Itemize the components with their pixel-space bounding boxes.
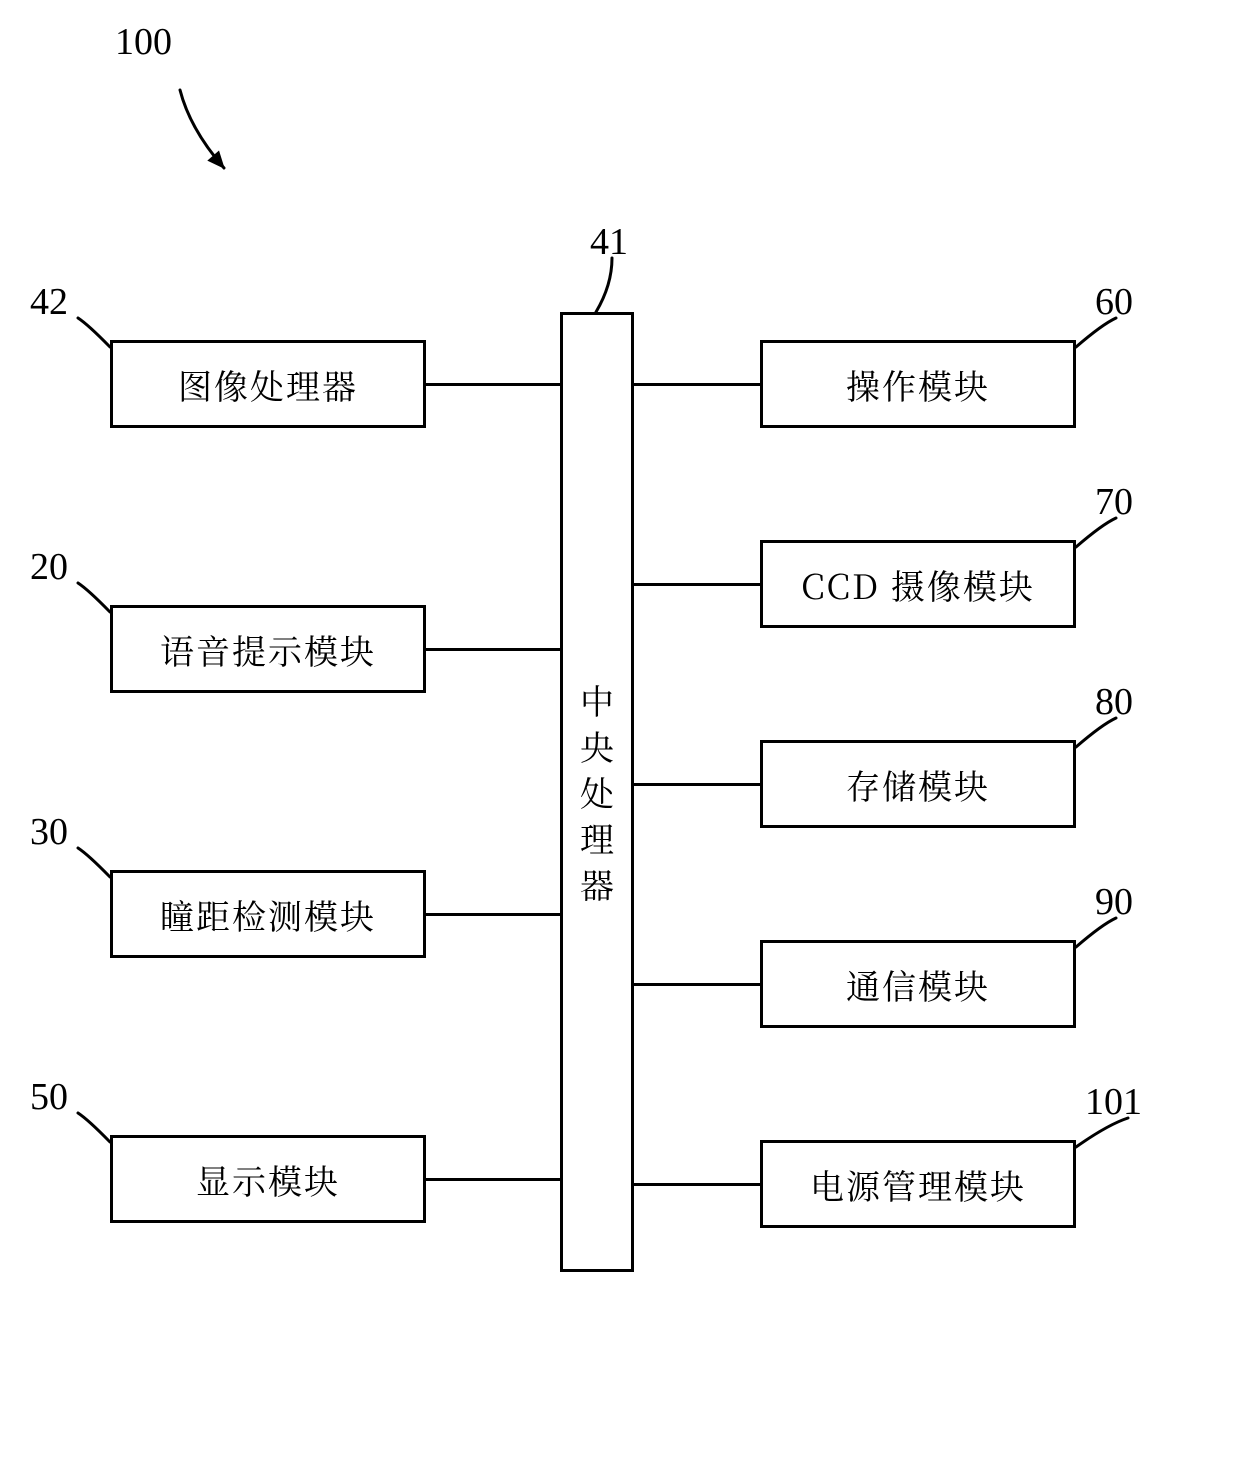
connector-50 bbox=[426, 1178, 560, 1181]
block-60: 操作模块 bbox=[760, 340, 1076, 428]
connector-80 bbox=[634, 783, 760, 786]
figure-ref-arrow bbox=[160, 70, 244, 188]
block-20-label: 语音提示模块 bbox=[160, 625, 376, 674]
block-80-label: 存储模块 bbox=[846, 760, 990, 809]
block-101: 电源管理模块 bbox=[760, 1140, 1076, 1228]
block-70-label: CCD 摄像模块 bbox=[801, 560, 1035, 609]
connector-30 bbox=[426, 913, 560, 916]
block-42-number: 42 bbox=[30, 280, 68, 324]
leadline-80 bbox=[1064, 706, 1128, 759]
leadline-50 bbox=[66, 1101, 122, 1154]
central-processor-leadline bbox=[586, 248, 622, 322]
block-30: 瞳距检测模块 bbox=[110, 870, 426, 958]
leadline-30 bbox=[66, 836, 122, 889]
connector-42 bbox=[426, 383, 560, 386]
figure-ref-number: 100 bbox=[115, 20, 172, 64]
connector-20 bbox=[426, 648, 560, 651]
block-20: 语音提示模块 bbox=[110, 605, 426, 693]
central-processor-block: 中央处理器 bbox=[560, 312, 634, 1272]
block-30-number: 30 bbox=[30, 810, 68, 854]
block-80: 存储模块 bbox=[760, 740, 1076, 828]
leadline-42 bbox=[66, 306, 122, 359]
block-101-label: 电源管理模块 bbox=[810, 1160, 1026, 1209]
block-60-label: 操作模块 bbox=[846, 360, 990, 409]
block-90: 通信模块 bbox=[760, 940, 1076, 1028]
diagram-canvas: 100 中央处理器 41 图像处理器42语音提示模块20瞳距检测模块30显示模块… bbox=[0, 0, 1240, 1479]
leadline-90 bbox=[1064, 906, 1128, 959]
connector-101 bbox=[634, 1183, 760, 1186]
block-30-label: 瞳距检测模块 bbox=[160, 890, 376, 939]
leadline-70 bbox=[1064, 506, 1128, 559]
connector-70 bbox=[634, 583, 760, 586]
leadline-101 bbox=[1064, 1106, 1140, 1159]
block-20-number: 20 bbox=[30, 545, 68, 589]
connector-90 bbox=[634, 983, 760, 986]
block-50-number: 50 bbox=[30, 1075, 68, 1119]
block-90-label: 通信模块 bbox=[846, 960, 990, 1009]
leadline-60 bbox=[1064, 306, 1128, 359]
block-70: CCD 摄像模块 bbox=[760, 540, 1076, 628]
central-processor-label: 中央处理器 bbox=[580, 677, 614, 906]
block-50-label: 显示模块 bbox=[196, 1155, 340, 1204]
leadline-20 bbox=[66, 571, 122, 624]
block-42-label: 图像处理器 bbox=[178, 360, 358, 409]
connector-60 bbox=[634, 383, 760, 386]
block-42: 图像处理器 bbox=[110, 340, 426, 428]
block-50: 显示模块 bbox=[110, 1135, 426, 1223]
